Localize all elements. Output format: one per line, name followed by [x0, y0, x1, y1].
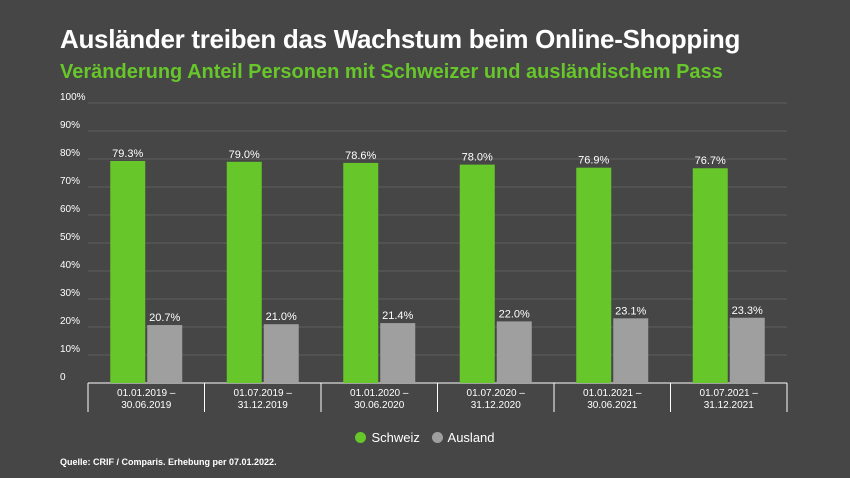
bar-ausland	[613, 318, 649, 383]
x-tick-label: 31.12.2019	[238, 400, 288, 411]
bar-schweiz	[576, 167, 612, 383]
data-label-ausland: 21.0%	[266, 311, 297, 323]
legend-swatch-ausland	[431, 432, 443, 443]
chart-subtitle: Veränderung Anteil Personen mit Schweize…	[60, 61, 723, 83]
legend: Schweiz Ausland	[0, 430, 850, 446]
x-tick-label: 30.06.2021	[587, 400, 637, 411]
data-label-schweiz: 79.0%	[229, 149, 260, 161]
y-tick-label: 20%	[60, 316, 80, 327]
bar-schweiz	[110, 160, 146, 383]
data-label-schweiz: 79.3%	[112, 148, 143, 160]
x-tick-label: 01.01.2020 –	[350, 388, 409, 399]
bar-ausland	[729, 317, 765, 383]
x-tick-label: 30.06.2019	[121, 400, 171, 411]
bar-schweiz	[459, 164, 495, 383]
legend-swatch-schweiz	[355, 432, 367, 443]
bar-ausland	[147, 325, 183, 383]
bar-ausland	[380, 323, 416, 383]
source-note: Quelle: CRIF / Comparis. Erhebung per 07…	[60, 457, 277, 467]
y-tick-label: 80%	[60, 148, 80, 159]
data-label-schweiz: 78.6%	[345, 150, 376, 162]
y-tick-label: 0	[60, 372, 66, 383]
legend-label-schweiz: Schweiz	[371, 430, 420, 445]
legend-item-ausland: Ausland	[431, 430, 495, 445]
x-tick-label: 30.06.2020	[354, 400, 404, 411]
bar-schweiz	[692, 168, 728, 383]
bar-schweiz	[226, 161, 262, 383]
x-tick-label: 01.07.2019 –	[234, 388, 293, 399]
data-label-ausland: 21.4%	[382, 310, 413, 322]
chart-title: Ausländer treiben das Wachstum beim Onli…	[60, 24, 741, 54]
x-tick-label: 01.01.2021 –	[583, 388, 642, 399]
x-tick-label: 01.01.2019 –	[117, 388, 176, 399]
data-label-ausland: 22.0%	[499, 308, 530, 320]
y-tick-label: 30%	[60, 288, 80, 299]
x-tick-label: 31.12.2020	[471, 400, 521, 411]
legend-label-ausland: Ausland	[447, 430, 495, 445]
x-tick-label: 31.12.2021	[704, 400, 754, 411]
y-tick-label: 70%	[60, 176, 80, 187]
x-tick-label: 01.07.2020 –	[467, 388, 526, 399]
data-label-ausland: 23.1%	[615, 305, 646, 317]
y-tick-label: 60%	[60, 204, 80, 215]
data-label-ausland: 20.7%	[149, 312, 180, 324]
y-tick-label: 90%	[60, 120, 80, 131]
bar-ausland	[496, 321, 532, 383]
y-tick-label: 50%	[60, 232, 80, 243]
bar-ausland	[263, 324, 299, 383]
x-tick-label: 01.07.2021 –	[700, 388, 759, 399]
bar-schweiz	[343, 162, 379, 383]
data-label-schweiz: 78.0%	[462, 152, 493, 164]
data-label-schweiz: 76.7%	[695, 155, 726, 167]
y-tick-label: 100%	[60, 92, 86, 103]
y-tick-label: 40%	[60, 260, 80, 271]
data-label-ausland: 23.3%	[732, 305, 763, 317]
legend-item-schweiz: Schweiz	[355, 430, 420, 445]
y-tick-label: 10%	[60, 344, 80, 355]
data-label-schweiz: 76.9%	[578, 155, 609, 167]
